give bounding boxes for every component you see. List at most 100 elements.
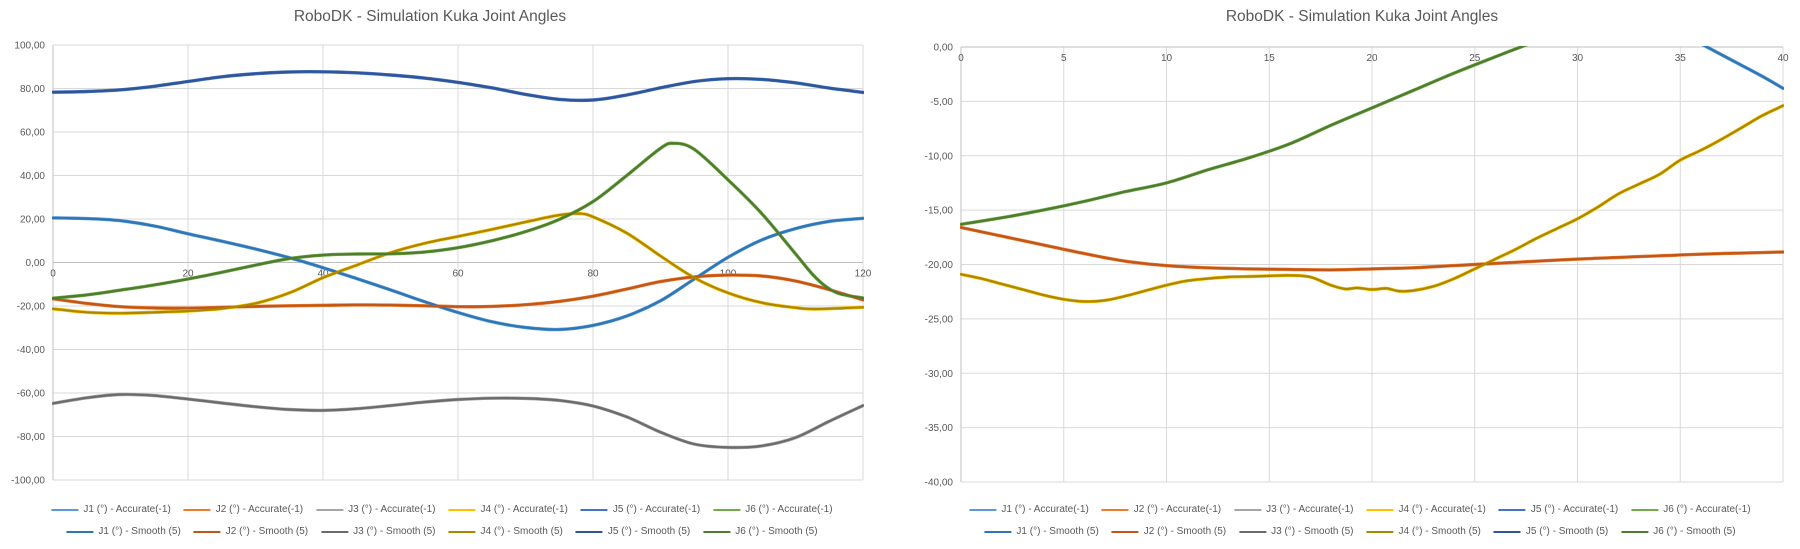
legend-label: J4 (°) - Accurate(-1) <box>480 504 568 515</box>
right-chart-x-tick-label: 40 <box>1777 53 1789 64</box>
legend-label: J2 (°) - Accurate(-1) <box>215 504 304 515</box>
right-legend-item-j2-smooth[interactable]: J2 (°) - Smooth (5) <box>1111 526 1226 537</box>
left-chart-y-tick-label: -20,00 <box>17 302 46 313</box>
legend-label: J6 (°) - Accurate(-1) <box>1663 504 1751 515</box>
right-chart-y-tick-label: -20,00 <box>925 260 954 271</box>
left-chart-series-j6-smooth[interactable] <box>52 142 864 300</box>
right-chart-x-tick-label: 10 <box>1161 53 1173 64</box>
right-legend-item-j1-accurate[interactable]: J1 (°) - Accurate(-1) <box>969 504 1089 515</box>
legend-label: J1 (°) - Smooth (5) <box>98 526 181 537</box>
left-chart-y-tick-label: -60,00 <box>17 389 46 400</box>
right-legend-item-j2-accurate[interactable]: J2 (°) - Accurate(-1) <box>1101 504 1221 515</box>
left-legend-item-j6-smooth[interactable]: J6 (°) - Smooth (5) <box>703 526 818 537</box>
left-chart-series-j3-smooth[interactable] <box>52 393 864 449</box>
left-legend-item-j1-smooth[interactable]: J1 (°) - Smooth (5) <box>66 526 181 537</box>
left-legend-item-j1-accurate[interactable]: J1 (°) - Accurate(-1) <box>51 504 171 515</box>
right-chart-series-j6-accurate[interactable] <box>960 43 1532 226</box>
legend-line-swatch <box>448 508 476 511</box>
legend-label: J3 (°) - Smooth (5) <box>353 526 436 537</box>
right-chart-series-j2-smooth[interactable] <box>960 226 1784 272</box>
legend-line-swatch <box>1111 530 1139 533</box>
legend-line-swatch <box>183 508 211 511</box>
legend-label: J5 (°) - Accurate(-1) <box>612 504 701 515</box>
left-legend-item-j2-accurate[interactable]: J2 (°) - Accurate(-1) <box>183 504 304 515</box>
legend-line-swatch <box>575 530 603 533</box>
left-legend-item-j5-accurate[interactable]: J5 (°) - Accurate(-1) <box>580 504 701 515</box>
left-chart-legend-row-accurate: J1 (°) - Accurate(-1) J2 (°) - Accurate(-… <box>51 504 833 515</box>
left-chart-legend-row-smooth: J1 (°) - Smooth (5) J2 (°) - Smooth (5) J3… <box>66 526 818 537</box>
left-chart-y-tick-label: 60,00 <box>20 128 45 139</box>
legend-line-swatch <box>1493 530 1521 533</box>
right-legend-item-j6-accurate[interactable]: J6 (°) - Accurate(-1) <box>1631 504 1751 515</box>
legend-line-swatch <box>193 530 221 533</box>
right-chart-x-tick-label: 25 <box>1469 53 1481 64</box>
legend-line-swatch <box>1621 530 1649 533</box>
left-legend-item-j5-smooth[interactable]: J5 (°) - Smooth (5) <box>575 526 690 537</box>
left-chart-series-j4-smooth[interactable] <box>52 212 864 315</box>
left-legend-item-j2-smooth[interactable]: J2 (°) - Smooth (5) <box>193 526 309 537</box>
left-chart-title: RoboDK - Simulation Kuka Joint Angles <box>293 8 567 25</box>
right-chart-x-tick-label: 30 <box>1572 53 1584 64</box>
left-chart-series-j2-smooth[interactable] <box>52 273 864 310</box>
legend-label: J6 (°) - Accurate(-1) <box>745 504 833 515</box>
legend-line-swatch <box>1234 508 1262 511</box>
legend-label: J3 (°) - Accurate(-1) <box>348 504 436 515</box>
left-chart-y-tick-label: -40,00 <box>17 345 46 356</box>
right-chart-series-j6-smooth[interactable] <box>960 43 1532 226</box>
right-legend-item-j3-smooth[interactable]: J3 (°) - Smooth (5) <box>1239 526 1354 537</box>
legend-label: J2 (°) - Smooth (5) <box>225 526 309 537</box>
right-chart-y-tick-label: 0,00 <box>934 43 954 54</box>
right-chart-series-j1-smooth[interactable] <box>1697 42 1784 90</box>
legend-line-swatch <box>1239 530 1267 533</box>
legend-line-swatch <box>66 530 94 533</box>
right-legend-item-j3-accurate[interactable]: J3 (°) - Accurate(-1) <box>1234 504 1354 515</box>
right-chart-x-tick-label: 35 <box>1675 53 1687 64</box>
legend-label: J1 (°) - Smooth (5) <box>1016 526 1099 537</box>
left-legend-item-j3-smooth[interactable]: J3 (°) - Smooth (5) <box>321 526 436 537</box>
legend-line-swatch <box>1631 508 1659 511</box>
left-chart-y-tick-label: 100,00 <box>14 41 45 52</box>
left-chart-series-j5-smooth[interactable] <box>52 70 864 102</box>
legend-line-swatch <box>321 530 349 533</box>
right-legend-item-j5-accurate[interactable]: J5 (°) - Accurate(-1) <box>1498 504 1619 515</box>
right-chart-y-tick-label: -5,00 <box>930 97 953 108</box>
left-legend-item-j3-accurate[interactable]: J3 (°) - Accurate(-1) <box>316 504 436 515</box>
legend-line-swatch <box>713 508 741 511</box>
legend-line-swatch <box>969 508 997 511</box>
right-chart-y-tick-label: -15,00 <box>925 206 954 217</box>
legend-label: J5 (°) - Smooth (5) <box>1525 526 1609 537</box>
right-chart-x-tick-label: 15 <box>1264 53 1276 64</box>
right-chart-y-tick-label: -40,00 <box>925 478 954 489</box>
legend-label: J5 (°) - Accurate(-1) <box>1530 504 1619 515</box>
right-chart-series-j4-smooth[interactable] <box>960 104 1784 303</box>
right-legend-item-j1-smooth[interactable]: J1 (°) - Smooth (5) <box>984 526 1099 537</box>
legend-line-swatch <box>448 530 476 533</box>
right-chart-y-tick-label: -25,00 <box>925 314 954 325</box>
left-legend-item-j4-accurate[interactable]: J4 (°) - Accurate(-1) <box>448 504 568 515</box>
left-chart-series-j1-smooth[interactable] <box>52 216 864 331</box>
right-chart-y-tick-label: -35,00 <box>925 423 954 434</box>
legend-line-swatch <box>316 508 344 511</box>
left-chart-y-tick-label: 20,00 <box>20 215 45 226</box>
right-legend-item-j6-smooth[interactable]: J6 (°) - Smooth (5) <box>1621 526 1736 537</box>
legend-line-swatch <box>580 508 608 511</box>
legend-label: J3 (°) - Smooth (5) <box>1271 526 1354 537</box>
right-legend-item-j4-accurate[interactable]: J4 (°) - Accurate(-1) <box>1366 504 1486 515</box>
right-chart-y-tick-label: -30,00 <box>925 369 954 380</box>
legend-line-swatch <box>703 530 731 533</box>
left-legend-item-j4-smooth[interactable]: J4 (°) - Smooth (5) <box>448 526 563 537</box>
left-chart-y-tick-label: -80,00 <box>17 432 46 443</box>
legend-line-swatch <box>1366 530 1394 533</box>
legend-label: J6 (°) - Smooth (5) <box>1653 526 1736 537</box>
left-legend-item-j6-accurate[interactable]: J6 (°) - Accurate(-1) <box>713 504 833 515</box>
left-chart-x-tick-label: 120 <box>855 269 872 280</box>
right-chart-x-tick-label: 5 <box>1061 53 1067 64</box>
legend-label: J4 (°) - Smooth (5) <box>480 526 563 537</box>
left-chart-y-tick-label: -100,00 <box>11 476 45 487</box>
legend-line-swatch <box>1366 508 1394 511</box>
right-legend-item-j5-smooth[interactable]: J5 (°) - Smooth (5) <box>1493 526 1609 537</box>
legend-label: J1 (°) - Accurate(-1) <box>83 504 171 515</box>
right-legend-item-j4-smooth[interactable]: J4 (°) - Smooth (5) <box>1366 526 1481 537</box>
legend-line-swatch <box>984 530 1012 533</box>
